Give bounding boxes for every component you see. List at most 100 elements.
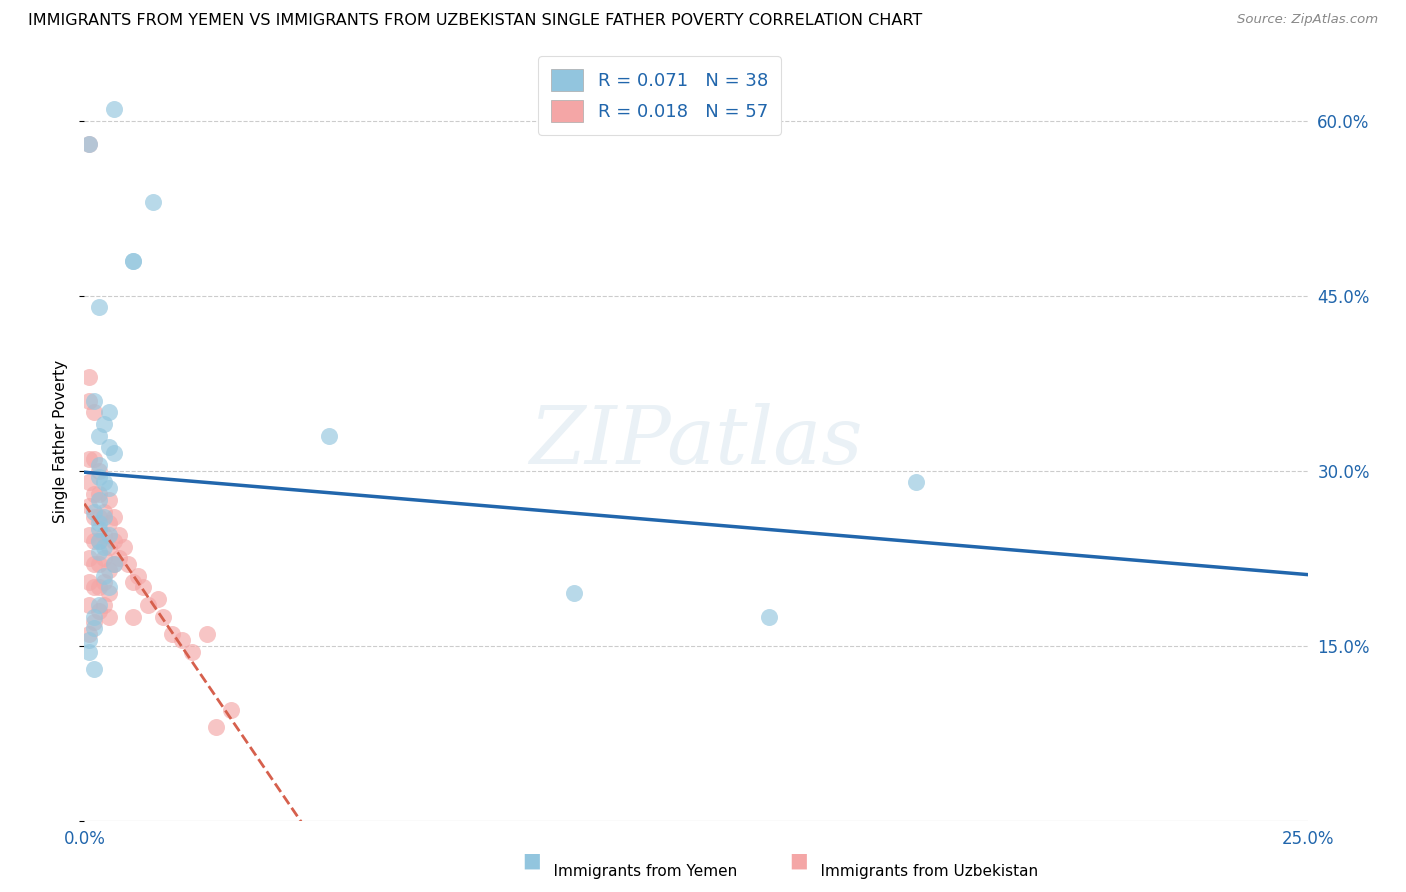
Point <box>93 551 115 566</box>
Point <box>905 475 928 490</box>
Point <box>83 621 105 635</box>
Point <box>93 504 115 518</box>
Point <box>112 540 135 554</box>
Point <box>77 393 100 408</box>
Point <box>77 137 100 152</box>
Point <box>97 528 120 542</box>
Point <box>142 195 165 210</box>
Point <box>93 574 115 589</box>
Y-axis label: Single Father Poverty: Single Father Poverty <box>53 360 69 523</box>
Point <box>87 510 110 524</box>
Text: Immigrants from Uzbekistan: Immigrants from Uzbekistan <box>801 863 1039 879</box>
Point <box>93 475 115 490</box>
Point <box>77 598 100 612</box>
Text: Immigrants from Yemen: Immigrants from Yemen <box>534 863 738 879</box>
Point <box>172 632 194 647</box>
Point <box>103 557 125 571</box>
Point <box>93 598 115 612</box>
Point <box>77 574 100 589</box>
Point <box>87 458 110 472</box>
Point <box>87 487 110 501</box>
Point <box>97 563 120 577</box>
Point <box>152 609 174 624</box>
Point <box>77 452 100 467</box>
Point <box>103 533 125 548</box>
Point <box>87 492 110 507</box>
Point <box>127 568 149 582</box>
Point <box>195 627 218 641</box>
Point <box>97 516 120 531</box>
Point <box>205 720 228 734</box>
Point <box>97 441 120 455</box>
Point <box>83 487 105 501</box>
Point <box>136 598 159 612</box>
Point <box>97 586 120 600</box>
Point <box>93 568 115 582</box>
Legend: R = 0.071   N = 38, R = 0.018   N = 57: R = 0.071 N = 38, R = 0.018 N = 57 <box>538 56 780 135</box>
Point <box>83 615 105 630</box>
Point <box>97 492 120 507</box>
Point <box>97 580 120 594</box>
Point <box>83 580 105 594</box>
Point <box>83 662 105 676</box>
Point <box>77 137 100 152</box>
Point <box>83 609 105 624</box>
Point <box>77 475 100 490</box>
Point <box>562 586 585 600</box>
Point <box>87 533 110 548</box>
Point <box>83 557 105 571</box>
Point <box>87 545 110 559</box>
Point <box>77 627 100 641</box>
Point <box>87 516 110 531</box>
Point <box>87 301 110 315</box>
Point <box>93 540 115 554</box>
Point <box>77 632 100 647</box>
Point <box>77 644 100 658</box>
Point <box>93 417 115 431</box>
Point <box>77 499 100 513</box>
Point <box>103 446 125 460</box>
Point <box>122 253 145 268</box>
Point <box>77 551 100 566</box>
Point <box>162 627 184 641</box>
Point <box>83 504 105 518</box>
Point <box>132 580 155 594</box>
Point <box>117 557 139 571</box>
Point <box>87 598 110 612</box>
Point <box>219 703 242 717</box>
Point <box>122 253 145 268</box>
Point <box>87 533 110 548</box>
Point <box>122 609 145 624</box>
Point <box>87 464 110 478</box>
Point <box>87 580 110 594</box>
Text: ▪: ▪ <box>789 847 808 876</box>
Point <box>83 452 105 467</box>
Point <box>83 393 105 408</box>
Text: IMMIGRANTS FROM YEMEN VS IMMIGRANTS FROM UZBEKISTAN SINGLE FATHER POVERTY CORREL: IMMIGRANTS FROM YEMEN VS IMMIGRANTS FROM… <box>28 13 922 29</box>
Point <box>103 102 125 116</box>
Point <box>103 557 125 571</box>
Point <box>77 370 100 384</box>
Point <box>83 405 105 419</box>
Point <box>83 533 105 548</box>
Point <box>107 551 129 566</box>
Point <box>93 510 115 524</box>
Point <box>97 540 120 554</box>
Point <box>758 609 780 624</box>
Point <box>103 510 125 524</box>
Text: ZIPatlas: ZIPatlas <box>529 403 863 480</box>
Point <box>122 574 145 589</box>
Point <box>87 428 110 442</box>
Point <box>83 510 105 524</box>
Text: ▪: ▪ <box>522 847 541 876</box>
Point <box>318 428 340 442</box>
Point <box>87 604 110 618</box>
Point <box>97 405 120 419</box>
Point <box>87 522 110 536</box>
Point <box>87 557 110 571</box>
Point <box>97 609 120 624</box>
Point <box>87 469 110 483</box>
Point <box>97 481 120 495</box>
Point <box>107 528 129 542</box>
Point <box>93 528 115 542</box>
